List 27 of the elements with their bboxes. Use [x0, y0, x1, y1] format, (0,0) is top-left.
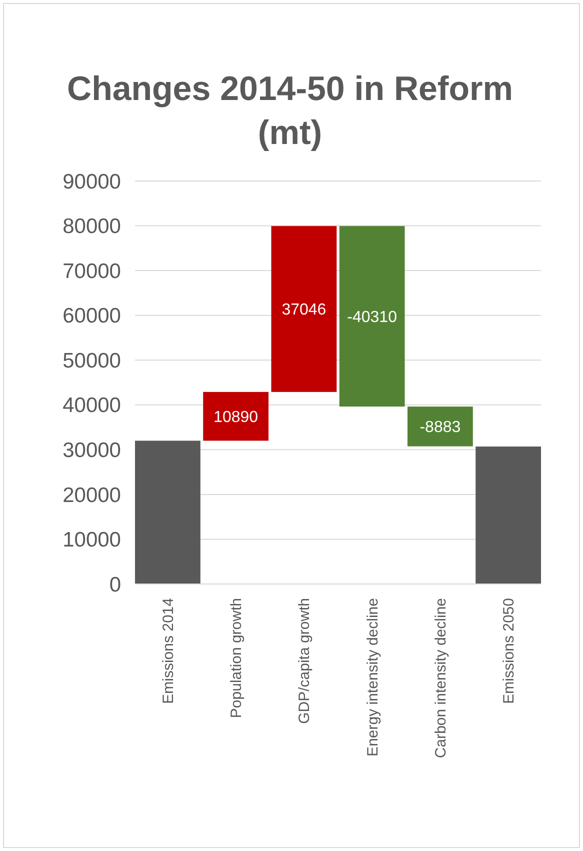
- x-tick-label: GDP/capita growth: [296, 598, 314, 724]
- data-label: -8883: [420, 419, 461, 436]
- bar: [407, 406, 473, 446]
- y-tick-label: 70000: [62, 260, 121, 283]
- y-tick-label: 80000: [62, 215, 121, 238]
- bar: [476, 446, 541, 584]
- chart-title: Changes 2014-50 in Reform (mt): [67, 70, 513, 152]
- x-tick-label: Emissions 2014: [160, 598, 177, 704]
- x-tick-label: Emissions 2050: [500, 598, 518, 704]
- y-tick-label: 90000: [62, 170, 121, 194]
- y-tick-label: 0: [109, 573, 121, 596]
- data-label: 10890: [214, 408, 258, 426]
- y-tick-label: 40000: [62, 394, 121, 418]
- bar: [203, 392, 269, 441]
- bar: [135, 440, 200, 584]
- y-tick-label: 30000: [62, 439, 121, 462]
- data-label: 37046: [282, 302, 326, 319]
- x-tick-label: Population growth: [228, 598, 246, 718]
- bar: [339, 226, 405, 407]
- x-tick-label: Carbon intensity decline: [432, 598, 450, 758]
- y-tick-label: 60000: [62, 304, 121, 328]
- bar: [271, 226, 337, 392]
- x-tick-label: Energy intensity decline: [364, 598, 382, 756]
- y-tick-label: 50000: [62, 349, 121, 372]
- y-tick-label: 10000: [62, 528, 121, 552]
- y-tick-label: 20000: [62, 484, 121, 507]
- data-label: -40310: [347, 308, 398, 326]
